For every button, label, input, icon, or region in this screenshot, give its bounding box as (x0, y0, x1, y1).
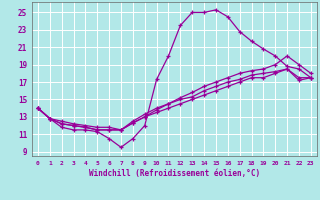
X-axis label: Windchill (Refroidissement éolien,°C): Windchill (Refroidissement éolien,°C) (89, 169, 260, 178)
